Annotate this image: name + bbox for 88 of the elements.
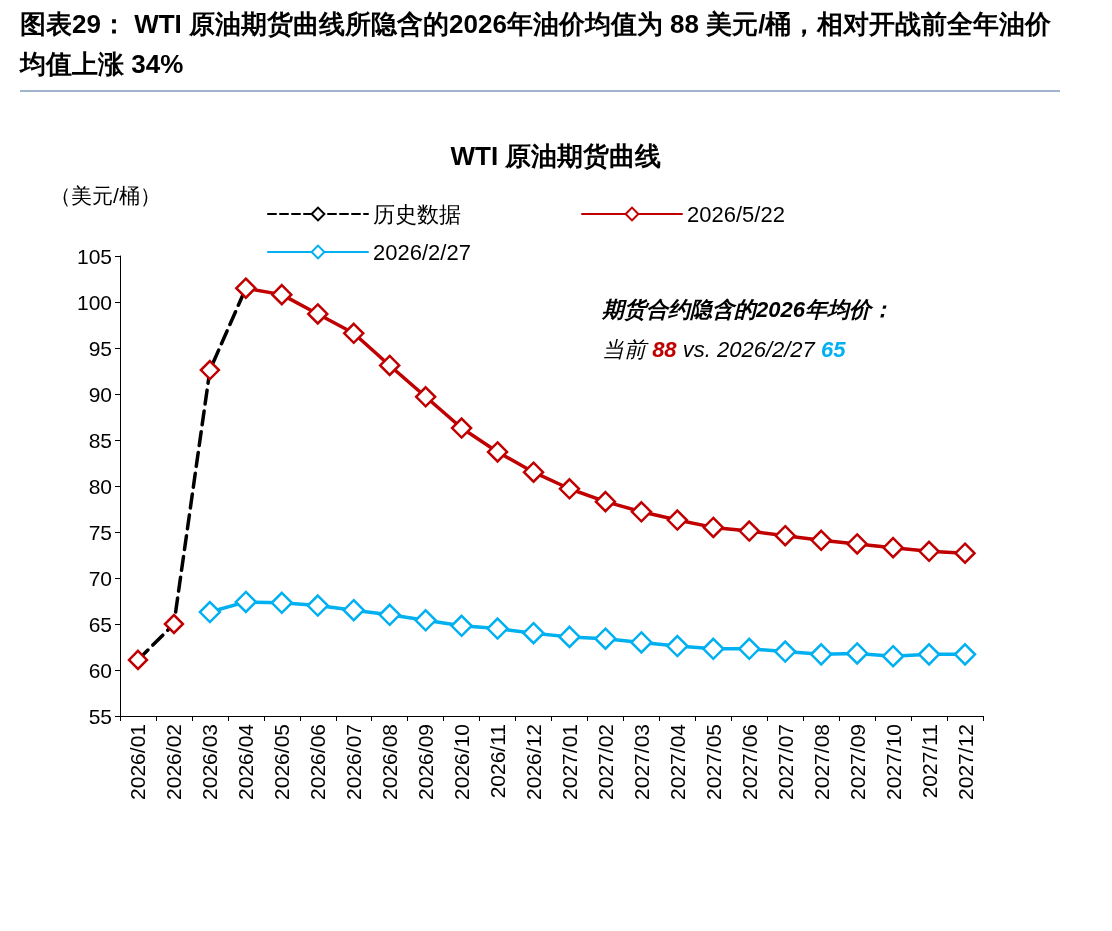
point: [378, 354, 401, 377]
point: [845, 642, 869, 665]
point: [450, 417, 473, 439]
y-tick-label: 70: [88, 566, 112, 590]
legend-label: 2026/5/22: [687, 201, 785, 227]
point: [450, 614, 473, 638]
point: [630, 501, 653, 523]
legend-label: 历史数据: [373, 201, 461, 227]
x-tick-label: 2027/09: [845, 724, 869, 800]
x-tick-label: 2027/06: [737, 724, 761, 800]
x-tick-label: 2027/11: [917, 724, 941, 799]
point: [954, 542, 976, 564]
point: [163, 613, 185, 635]
point: [918, 540, 940, 563]
point: [198, 600, 222, 624]
point: [702, 637, 725, 661]
point: [881, 644, 905, 668]
point: [342, 598, 365, 622]
x-tick-label: 2027/05: [701, 724, 725, 800]
point: [810, 529, 832, 552]
x-tick-label: 2026/11: [486, 724, 510, 799]
point: [522, 461, 545, 483]
x-tick-label: 2026/01: [126, 724, 150, 800]
y-tick-label: 55: [88, 704, 112, 728]
point: [774, 524, 796, 547]
point: [738, 637, 761, 661]
point: [594, 490, 617, 513]
point: [738, 520, 761, 542]
chart-subtitle: WTI 原油期货曲线: [450, 141, 662, 171]
point: [270, 591, 294, 615]
point: [199, 359, 221, 381]
x-tick-label: 2027/04: [665, 723, 689, 800]
point: [882, 536, 904, 559]
point: [917, 643, 941, 666]
x-tick-label: 2026/12: [522, 724, 546, 800]
x-tick-label: 2026/08: [378, 724, 402, 800]
point: [846, 533, 868, 555]
point: [234, 590, 258, 614]
annotation: 当前 88 vs. 2026/2/27 65: [602, 337, 846, 362]
point: [307, 303, 329, 325]
y-tick-label: 80: [88, 474, 112, 498]
point: [666, 634, 689, 658]
point: [522, 621, 545, 645]
y-axis-title: （美元/桶）: [50, 184, 161, 207]
y-tick-label: 65: [88, 612, 112, 636]
x-tick-label: 2026/10: [450, 724, 474, 800]
point: [594, 627, 617, 650]
point: [414, 386, 437, 408]
point: [271, 283, 293, 306]
point: [666, 509, 689, 531]
x-tick-label: 2027/12: [953, 724, 977, 800]
point: [558, 625, 581, 649]
x-tick-label: 2027/02: [593, 724, 617, 800]
legend-label: 2026/2/27: [373, 239, 471, 265]
point: [414, 609, 437, 632]
point: [306, 594, 330, 617]
x-tick-label: 2026/05: [270, 724, 294, 800]
point: [773, 640, 797, 663]
y-tick-label: 100: [76, 290, 112, 314]
x-tick-label: 2026/09: [414, 724, 438, 800]
annotation: 期货合约隐含的2026年均价：: [602, 296, 893, 324]
point: [342, 322, 365, 345]
point: [953, 643, 977, 666]
y-tick-label: 95: [88, 336, 112, 360]
x-tick-label: 2027/03: [629, 724, 653, 800]
x-tick-label: 2026/04: [234, 723, 258, 800]
x-tick-label: 2027/07: [773, 724, 797, 800]
y-tick-label: 85: [88, 428, 112, 452]
x-tick-label: 2026/06: [306, 724, 330, 800]
point: [486, 441, 509, 463]
y-tick-label: 60: [88, 658, 112, 682]
point: [378, 603, 401, 627]
x-tick-label: 2026/03: [198, 724, 222, 800]
point: [809, 643, 833, 666]
point: [702, 516, 725, 539]
x-tick-label: 2027/08: [809, 724, 833, 800]
x-tick-label: 2027/01: [557, 724, 581, 800]
y-tick-label: 90: [88, 382, 112, 406]
point: [486, 617, 509, 640]
y-tick-label: 105: [76, 244, 112, 268]
point: [558, 478, 581, 500]
y-tick-label: 75: [88, 520, 112, 544]
x-tick-label: 2027/10: [881, 724, 905, 800]
point: [630, 631, 653, 654]
chart-title: 图表29： WTI 原油期货曲线所隐含的2026年油价均值为 88 美元/桶，相对开战前全年油价均值上涨 34%: [20, 4, 1060, 92]
x-tick-label: 2026/02: [162, 724, 186, 800]
x-tick-label: 2026/07: [342, 724, 366, 800]
point: [127, 649, 149, 671]
